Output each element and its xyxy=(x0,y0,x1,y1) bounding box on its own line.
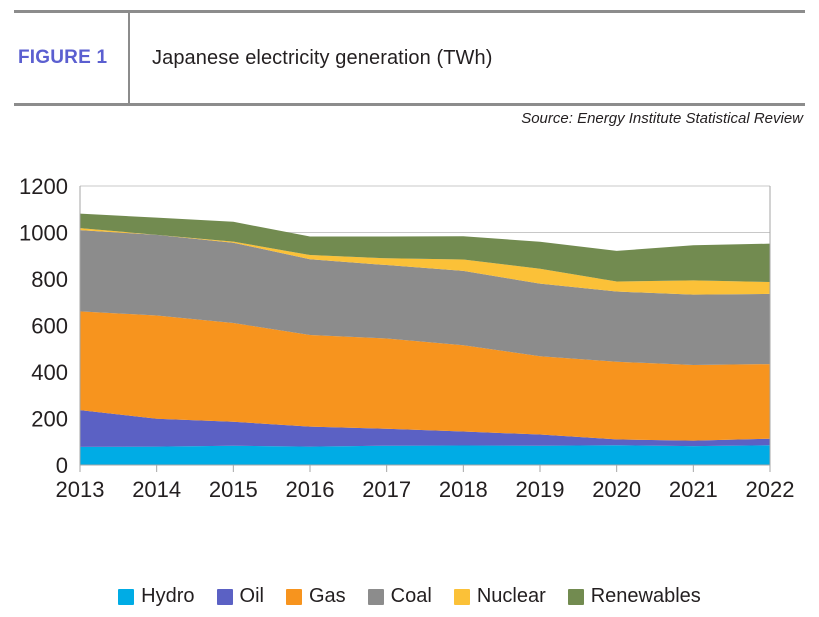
area-series-coal xyxy=(80,230,770,366)
x-tick-label: 2015 xyxy=(209,477,258,502)
x-tick-label: 2016 xyxy=(286,477,335,502)
x-tick-label: 2021 xyxy=(669,477,718,502)
y-tick-label: 1000 xyxy=(19,221,68,246)
area-series-gas xyxy=(80,311,770,441)
x-tick-label: 2020 xyxy=(592,477,641,502)
legend-item-renewables[interactable]: Renewables xyxy=(567,585,701,608)
x-tick-label: 2019 xyxy=(516,477,565,502)
x-axis-tick-labels: 2013 2014 2015 2016 2017 2018 2019 2020 2021 2022 xyxy=(56,477,795,502)
page-title: Japanese electricity generation (TWh) xyxy=(152,46,493,69)
y-tick-label: 800 xyxy=(31,267,68,292)
axes xyxy=(79,185,771,472)
area-series-group xyxy=(80,213,770,465)
x-tick-label: 2013 xyxy=(56,477,105,502)
y-tick-label: 600 xyxy=(31,314,68,339)
legend-label: Hydro xyxy=(141,585,195,607)
legend-label: Nuclear xyxy=(476,585,546,607)
x-tick-label: 2022 xyxy=(746,477,795,502)
area-series-oil xyxy=(80,410,770,447)
x-tick-label: 2017 xyxy=(362,477,411,502)
legend-swatch-gas-icon xyxy=(285,588,302,605)
header-divider xyxy=(128,13,130,103)
legend-label: Renewables xyxy=(590,585,701,607)
y-axis-tick-labels: 1200 1000 800 600 400 200 0 xyxy=(19,174,68,478)
figure-tag: FIGURE 1 xyxy=(18,47,108,68)
y-tick-label: 0 xyxy=(56,453,68,478)
y-tick-label: 1200 xyxy=(19,174,68,199)
legend-label: Oil xyxy=(239,585,264,607)
legend-item-gas[interactable]: Gas xyxy=(285,585,346,608)
legend-swatch-nuclear-icon xyxy=(453,588,470,605)
area-series-renewables xyxy=(80,213,770,283)
x-tick-label: 2014 xyxy=(132,477,181,502)
y-tick-label: 400 xyxy=(31,360,68,385)
source-attribution: Source: Energy Institute Statistical Rev… xyxy=(521,110,803,127)
legend-swatch-renewables-icon xyxy=(567,588,584,605)
legend-swatch-oil-icon xyxy=(216,588,233,605)
legend-swatch-coal-icon xyxy=(367,588,384,605)
legend-item-oil[interactable]: Oil xyxy=(216,585,264,608)
legend-label: Gas xyxy=(308,585,346,607)
figure-header: FIGURE 1 Japanese electricity generation… xyxy=(14,10,805,106)
legend-item-nuclear[interactable]: Nuclear xyxy=(453,585,546,608)
legend-item-hydro[interactable]: Hydro xyxy=(118,585,195,608)
x-tick-label: 2018 xyxy=(439,477,488,502)
legend-swatch-hydro-icon xyxy=(118,588,135,605)
legend-label: Coal xyxy=(390,585,432,607)
area-series-nuclear xyxy=(80,228,770,295)
area-series-hydro xyxy=(80,445,770,465)
chart-legend: Hydro Oil Gas Coal Nuclear Renewables xyxy=(0,585,819,608)
y-tick-label: 200 xyxy=(31,407,68,432)
legend-item-coal[interactable]: Coal xyxy=(367,585,432,608)
chart-area: 1200 1000 800 600 400 200 0 2013 2014 2015 2016 20… xyxy=(0,150,819,510)
